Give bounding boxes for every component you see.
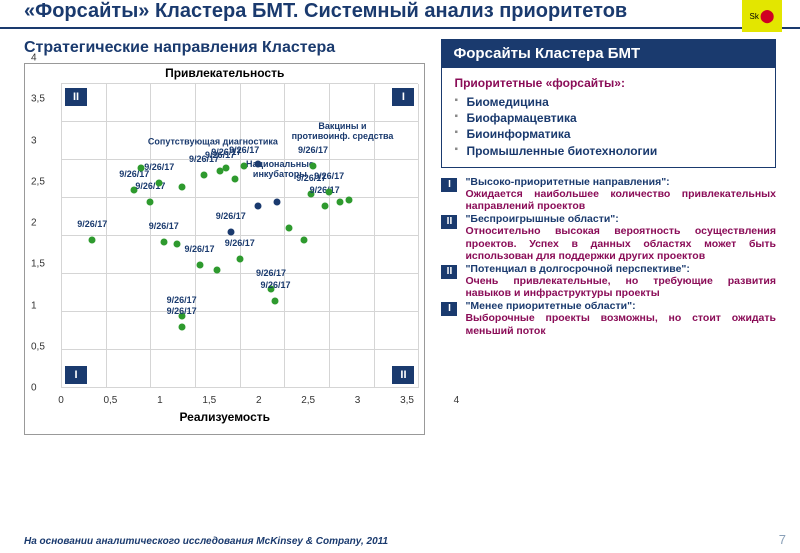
legend-term: "Потенциал в долгосрочной перспективе":	[465, 263, 776, 275]
x-tick: 4	[454, 395, 460, 406]
legend-term: "Беспроигрышные области":	[465, 213, 776, 225]
page-number: 7	[779, 532, 786, 547]
y-tick: 2,5	[31, 176, 45, 187]
data-point-label: 9/26/17	[167, 296, 197, 305]
priority-item: Промышленные биотехнологии	[454, 143, 763, 159]
x-tick: 2	[256, 395, 262, 406]
priority-item: Биомедицина	[454, 94, 763, 110]
y-tick: 1,5	[31, 259, 45, 270]
data-point-label: 9/26/17	[310, 186, 340, 195]
x-tick: 3,5	[400, 395, 414, 406]
chart-area: IIIIIIСопутствующая диагностикаВакцины и…	[27, 80, 422, 410]
data-point	[174, 240, 181, 247]
y-tick: 0	[31, 383, 37, 394]
y-tick: 2	[31, 218, 37, 229]
data-point	[310, 163, 317, 170]
legend-badge: I	[441, 302, 457, 316]
priority-panel: Форсайты Кластера БМТ Приоритетные «форс…	[441, 39, 776, 168]
data-point	[147, 198, 154, 205]
data-point-label: 9/26/17	[184, 245, 214, 254]
data-point	[321, 202, 328, 209]
data-point-label: 9/26/17	[260, 281, 290, 290]
legend-term: "Менее приоритетные области":	[465, 300, 776, 312]
slide-title: «Форсайты» Кластера БМТ. Системный анали…	[24, 0, 776, 23]
legend-desc: Ожидается наибольшее количество привлека…	[465, 188, 776, 213]
data-point	[326, 188, 333, 195]
left-column-title: Стратегические направления Кластера	[24, 39, 425, 57]
legend-row: II "Беспроигрышные области":Относительно …	[441, 213, 776, 263]
data-point-label: 9/26/17	[256, 269, 286, 278]
data-point	[223, 164, 230, 171]
quadrant-badge: II	[392, 366, 414, 384]
x-tick: 0	[58, 395, 64, 406]
data-point	[241, 163, 248, 170]
data-point	[196, 261, 203, 268]
y-tick: 1	[31, 300, 37, 311]
source-footnote: На основании аналитического исследования…	[0, 534, 800, 553]
data-point	[89, 236, 96, 243]
x-tick: 3	[355, 395, 361, 406]
data-point	[160, 239, 167, 246]
data-point	[178, 183, 185, 190]
data-point	[178, 324, 185, 331]
data-point-label: 9/26/17	[77, 220, 107, 229]
x-tick: 0,5	[103, 395, 117, 406]
data-point	[336, 198, 343, 205]
data-point	[345, 196, 352, 203]
quadrant-legend: I "Высоко-приоритетные направления":Ожида…	[441, 176, 776, 337]
y-tick: 3	[31, 135, 37, 146]
data-point	[156, 179, 163, 186]
quadrant-badge: II	[65, 88, 87, 106]
data-point	[227, 229, 234, 236]
legend-badge: II	[441, 215, 457, 229]
legend-desc: Очень привлекательные, но требующие разв…	[465, 275, 776, 300]
legend-badge: I	[441, 178, 457, 192]
data-point	[274, 198, 281, 205]
priority-item: Биоинформатика	[454, 126, 763, 142]
legend-badge: II	[441, 265, 457, 279]
data-point	[254, 202, 261, 209]
data-point	[272, 297, 279, 304]
data-point	[200, 172, 207, 179]
scatter-chart: Привлекательность IIIIIIСопутствующая ди…	[24, 63, 425, 435]
priority-item: Биофармацевтика	[454, 110, 763, 126]
y-tick: 0,5	[31, 341, 45, 352]
data-point-label: 9/26/17	[314, 172, 344, 181]
data-point-label: 9/26/17	[144, 163, 174, 172]
data-point-label: 9/26/17	[225, 239, 255, 248]
legend-row: I "Высоко-приоритетные направления":Ожида…	[441, 176, 776, 213]
legend-row: II "Потенциал в долгосрочной перспективе"…	[441, 263, 776, 300]
panel-title: Форсайты Кластера БМТ	[441, 39, 776, 68]
legend-term: "Высоко-приоритетные направления":	[465, 176, 776, 188]
data-point	[214, 267, 221, 274]
quadrant-badge: I	[392, 88, 414, 106]
legend-desc: Выборочные проекты возможны, но стоит ож…	[465, 312, 776, 337]
data-point	[285, 225, 292, 232]
data-point	[301, 236, 308, 243]
skolkovo-logo: Sk ⬤	[742, 0, 782, 32]
x-tick: 2,5	[301, 395, 315, 406]
data-point	[236, 255, 243, 262]
chart-x-axis-title: Реализуемость	[27, 410, 422, 424]
slide-header: «Форсайты» Кластера БМТ. Системный анали…	[0, 0, 800, 29]
legend-desc: Относительно высокая вероятность осущест…	[465, 225, 776, 263]
quadrant-badge: I	[65, 366, 87, 384]
x-tick: 1,5	[202, 395, 216, 406]
legend-row: I "Менее приоритетные области":Выборочные…	[441, 300, 776, 337]
panel-heading: Приоритетные «форсайты»:	[454, 76, 763, 90]
y-tick: 3,5	[31, 94, 45, 105]
y-tick: 4	[31, 53, 37, 64]
data-point	[232, 176, 239, 183]
data-point-label: 9/26/17	[149, 222, 179, 231]
priority-list: БиомедицинаБиофармацевтикаБиоинформатика…	[454, 94, 763, 159]
data-point-label: 9/26/17	[298, 146, 328, 155]
x-tick: 1	[157, 395, 163, 406]
data-point-label: 9/26/17	[216, 212, 246, 221]
data-point	[254, 160, 261, 167]
data-point-label: 9/26/17	[229, 146, 259, 155]
data-point-label: 9/26/17	[167, 307, 197, 316]
chart-annotation: Вакцины ипротивоинф. средства	[292, 122, 394, 141]
chart-y-axis-title: Привлекательность	[27, 66, 422, 80]
